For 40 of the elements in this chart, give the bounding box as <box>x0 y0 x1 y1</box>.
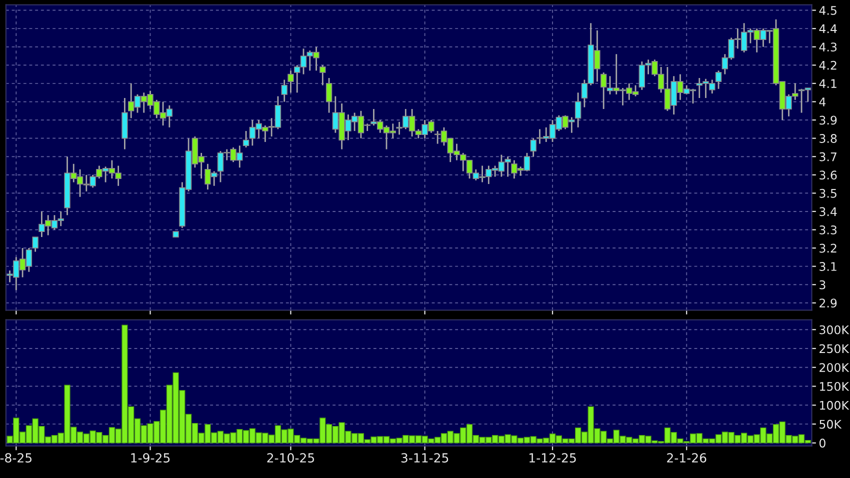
candlestick <box>281 79 288 102</box>
candlestick <box>32 236 38 252</box>
candlestick <box>600 72 607 110</box>
x-tick-label: 3-11-25 <box>401 453 448 463</box>
y-tick-label: 4.1 <box>819 79 836 88</box>
y-tick-label: 4.3 <box>819 42 837 52</box>
y-tick-label: 3.8 <box>820 134 837 143</box>
x-tick-label: 1-9-25 <box>131 453 170 463</box>
y-tick-label: 3.4 <box>820 207 837 216</box>
candlestick <box>288 70 294 94</box>
y-tick-label: 3.9 <box>820 116 837 125</box>
x-tick-label: 2-1-26 <box>667 453 706 463</box>
y-tick-label: 100K <box>820 400 850 410</box>
x-tick-label: -8-25 <box>0 453 32 463</box>
x-tick-label: 2-10-25 <box>267 453 314 463</box>
y-tick-label: 3.3 <box>820 225 837 234</box>
y-tick-label: 250K <box>820 344 850 354</box>
y-tick-label: 3.5 <box>820 188 836 198</box>
y-tick-label: 2.9 <box>820 298 837 308</box>
candlestick <box>320 64 326 86</box>
candlestick <box>574 92 582 128</box>
y-tick-label: 3.2 <box>820 244 836 253</box>
y-tick-label: 3 <box>820 280 826 290</box>
y-tick-label: 4 <box>819 98 826 106</box>
y-tick-label: 4.4 <box>819 24 837 34</box>
candlestick <box>326 77 332 114</box>
y-tick-label: 4.2 <box>819 60 836 70</box>
y-tick-label: 4.5 <box>819 6 836 15</box>
y-tick-label: 50K <box>820 420 842 429</box>
y-tick-label: 3.6 <box>820 170 837 180</box>
y-tick-label: 300K <box>820 325 850 334</box>
candlestick <box>242 130 250 148</box>
x-tick-label: 1-12-25 <box>529 453 576 463</box>
y-tick-label: 200K <box>820 363 850 372</box>
candlestick <box>530 138 536 158</box>
candlestick <box>715 70 722 90</box>
y-tick-label: 150K <box>820 382 850 391</box>
y-tick-label: 3.1 <box>820 262 836 271</box>
y-tick-label: 0 <box>819 438 826 448</box>
y-tick-label: 3.7 <box>820 152 836 162</box>
